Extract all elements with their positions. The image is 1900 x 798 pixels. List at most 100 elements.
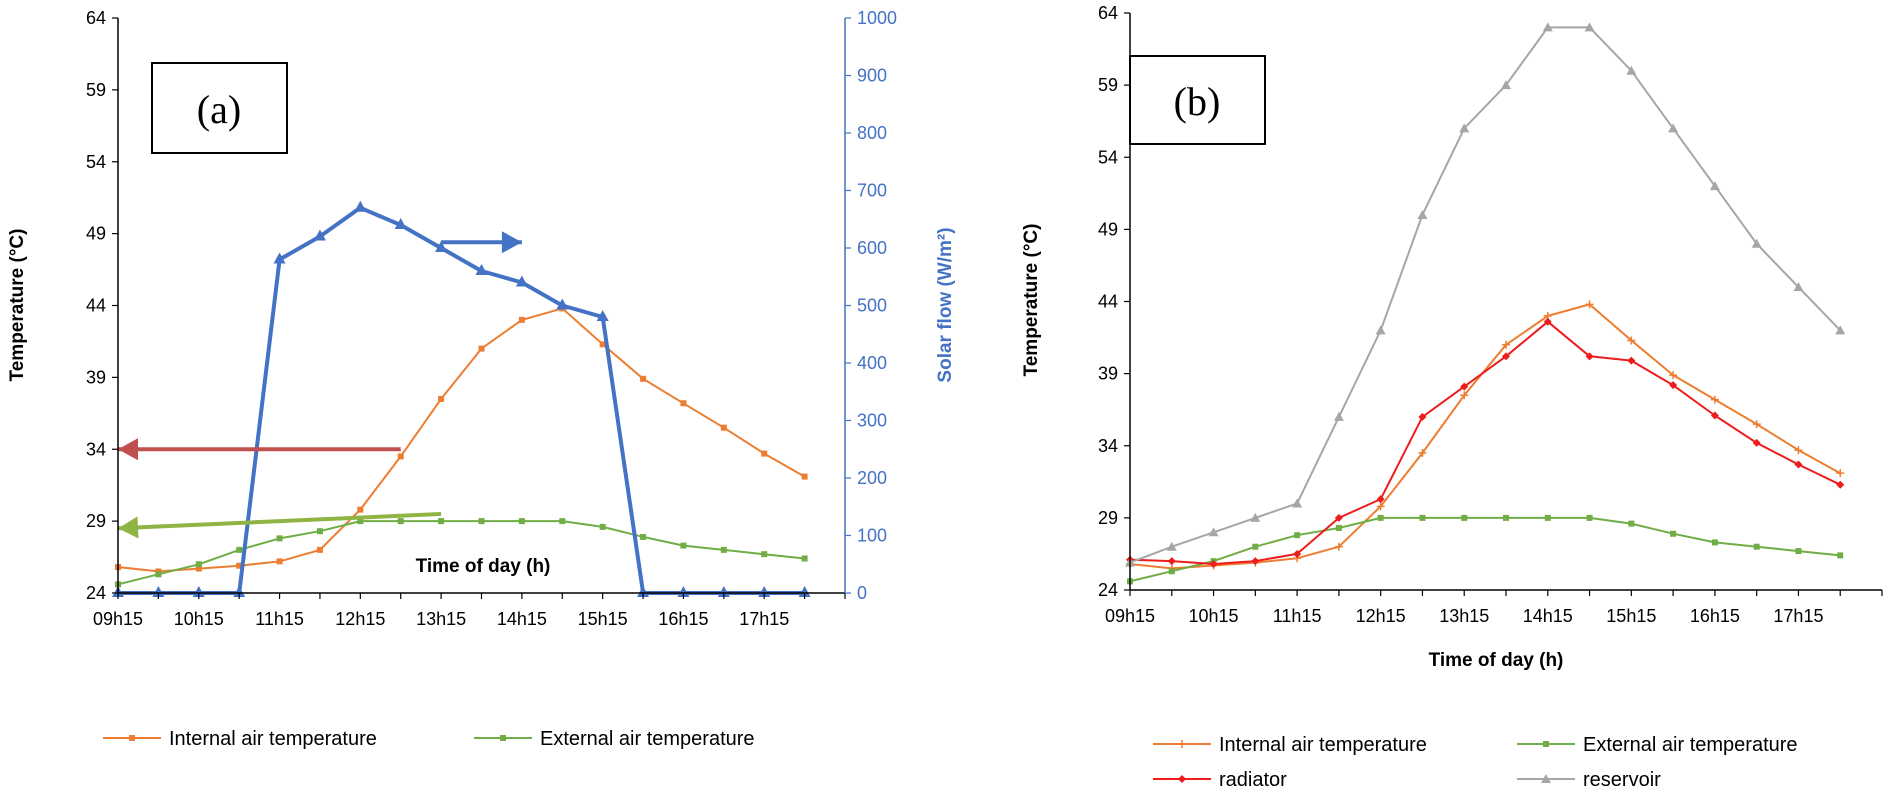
a-series-internal-air-temperature-point xyxy=(195,565,202,572)
b-series-reservoir-point xyxy=(1375,325,1386,335)
a-series-solar-flow-point xyxy=(596,310,609,321)
panel-b-label-frame xyxy=(1129,55,1266,145)
a-series-solar-flow-point xyxy=(798,586,811,597)
a-series-internal-air-temperature-point xyxy=(357,506,364,513)
b-series-reservoir-point xyxy=(1584,22,1595,32)
a-y-tick-label: 29 xyxy=(86,511,106,531)
b-legend-radiator-label: radiator xyxy=(1219,769,1287,791)
b-legend-internal-air-temperature-marker xyxy=(1178,740,1186,748)
a-x-tick-label: 15h15 xyxy=(578,609,628,629)
a-legend-internal-air-temperature: Internal air temperature xyxy=(103,728,377,750)
a-x-tick-label: 12h15 xyxy=(335,609,385,629)
panel-a-label-box: (a) xyxy=(151,62,288,154)
a-series-internal-air-temperature-point xyxy=(478,345,485,352)
a-y2-tick-label: 1000 xyxy=(857,8,897,28)
panel-a-legend: Internal air temperature External air tem… xyxy=(103,728,755,750)
b-series-reservoir xyxy=(1125,22,1846,567)
b-series-internal-air-temperature-point xyxy=(1418,448,1427,457)
b-series-internal-air-temperature-point xyxy=(1752,420,1761,429)
a-series-solar-flow-point xyxy=(435,241,448,252)
b-legend-external-air-temperature: External air temperature xyxy=(1517,734,1798,756)
a-y-tick-label: 34 xyxy=(86,439,106,459)
b-y-tick-label: 29 xyxy=(1098,508,1118,528)
a-series-internal-air-temperature-point xyxy=(316,546,323,553)
b-series-reservoir-point xyxy=(1250,512,1261,522)
b-series-reservoir-point xyxy=(1501,80,1511,90)
a-x-tick-label: 17h15 xyxy=(739,609,789,629)
b-series-external-air-temperature-point xyxy=(1377,514,1384,521)
b-series-radiator-point xyxy=(1418,412,1427,421)
a-series-external-air-temperature-point xyxy=(357,518,364,525)
b-series-external-air-temperature-point xyxy=(1544,514,1551,521)
b-series-radiator-point xyxy=(1376,495,1385,504)
a-arrow-head xyxy=(118,438,138,461)
panel-a-label-frame xyxy=(151,62,288,154)
a-series-solar-flow-line xyxy=(118,205,805,595)
a-y-tick-label: 54 xyxy=(86,152,106,172)
b-legend-reservoir-marker xyxy=(1541,774,1551,783)
b-series-internal-air-temperature-point xyxy=(1460,391,1469,400)
a-series-solar-flow xyxy=(112,200,811,597)
b-x-tick-label: 11h15 xyxy=(1273,606,1322,626)
panel-a-y-axis-title: Temperature (°C) xyxy=(7,229,28,382)
b-y-tick-label: 49 xyxy=(1098,219,1118,239)
a-series-internal-air-temperature-point xyxy=(720,424,727,431)
panel-b-label-box: (b) xyxy=(1129,55,1266,145)
a-series-external-air-temperature-point xyxy=(761,551,768,558)
a-series-external-air-temperature-point xyxy=(720,546,727,553)
b-legend-reservoir-label: reservoir xyxy=(1583,769,1661,791)
panel-a: 24 29 34 39 44 49 54 59 64 09h15 10h15 11h15 12h15 13… xyxy=(7,8,956,750)
b-series-internal-air-temperature-point xyxy=(1836,469,1845,478)
a-x-tick-label: 14h15 xyxy=(497,609,547,629)
b-series-radiator xyxy=(1126,317,1845,569)
b-series-external-air-temperature-point xyxy=(1252,543,1259,550)
a-series-internal-air-temperature-point xyxy=(518,316,525,323)
b-y-tick-label: 44 xyxy=(1098,292,1118,312)
a-series-external-air-temperature-point xyxy=(236,546,243,553)
b-series-radiator-point xyxy=(1502,352,1510,361)
a-series-solar-flow-point xyxy=(394,218,407,229)
b-x-tick-label: 09h15 xyxy=(1105,606,1155,626)
b-series-reservoir-point xyxy=(1626,65,1637,75)
panel-b-series xyxy=(1125,22,1846,585)
b-series-radiator-point xyxy=(1167,557,1176,566)
b-series-reservoir-point xyxy=(1709,181,1720,191)
a-y2-tick-label: 300 xyxy=(857,411,887,431)
b-legend-reservoir: reservoir xyxy=(1517,769,1661,791)
a-series-internal-air-temperature-point xyxy=(236,562,243,569)
a-legend-external-air-temperature-marker xyxy=(500,735,506,741)
panel-b-y-axis-title: Temperature (°C) xyxy=(1021,224,1042,377)
b-legend-radiator-marker xyxy=(1178,775,1186,783)
a-y2-tick-label: 700 xyxy=(857,181,887,201)
b-series-radiator-point xyxy=(1293,549,1302,558)
b-series-internal-air-temperature-point xyxy=(1585,300,1594,309)
b-series-external-air-temperature-line xyxy=(1129,516,1841,583)
a-series-internal-air-temperature-point xyxy=(640,375,647,382)
a-series-solar-flow-point xyxy=(192,586,205,597)
b-series-external-air-temperature-point xyxy=(1837,552,1844,559)
b-series-radiator-point xyxy=(1752,438,1761,447)
panel-a-series xyxy=(112,200,811,597)
a-series-internal-air-temperature-point xyxy=(761,450,768,457)
a-series-solar-flow-point xyxy=(313,229,326,241)
b-series-external-air-temperature-point xyxy=(1753,543,1760,550)
b-series-reservoir-point xyxy=(1668,123,1679,133)
a-series-external-air-temperature-line xyxy=(117,520,805,586)
panel-a-y2-axis-title-unit: (W/m²) xyxy=(935,227,956,286)
panel-a-y2-axis-title: Solar flow (W/m²) xyxy=(935,227,956,382)
a-series-external-air-temperature-point xyxy=(397,518,404,525)
a-series-solar-flow-point xyxy=(475,264,488,275)
b-series-radiator-line xyxy=(1129,320,1841,565)
a-series-external-air-temperature-point xyxy=(195,561,202,568)
a-series-external-air-temperature-point xyxy=(680,542,687,549)
b-series-radiator-point xyxy=(1710,411,1719,420)
b-series-internal-air-temperature-line xyxy=(1129,303,1841,570)
b-series-radiator-point xyxy=(1460,382,1469,391)
a-y2-tick-label: 100 xyxy=(857,526,887,546)
a-legend-external-air-temperature: External air temperature xyxy=(474,728,755,750)
panel-a-x-axis-title: Time of day (h) xyxy=(416,556,551,577)
b-legend-external-air-temperature-label: External air temperature xyxy=(1583,734,1798,756)
b-x-tick-label: 10h15 xyxy=(1189,606,1239,626)
a-series-external-air-temperature-point xyxy=(316,528,323,535)
